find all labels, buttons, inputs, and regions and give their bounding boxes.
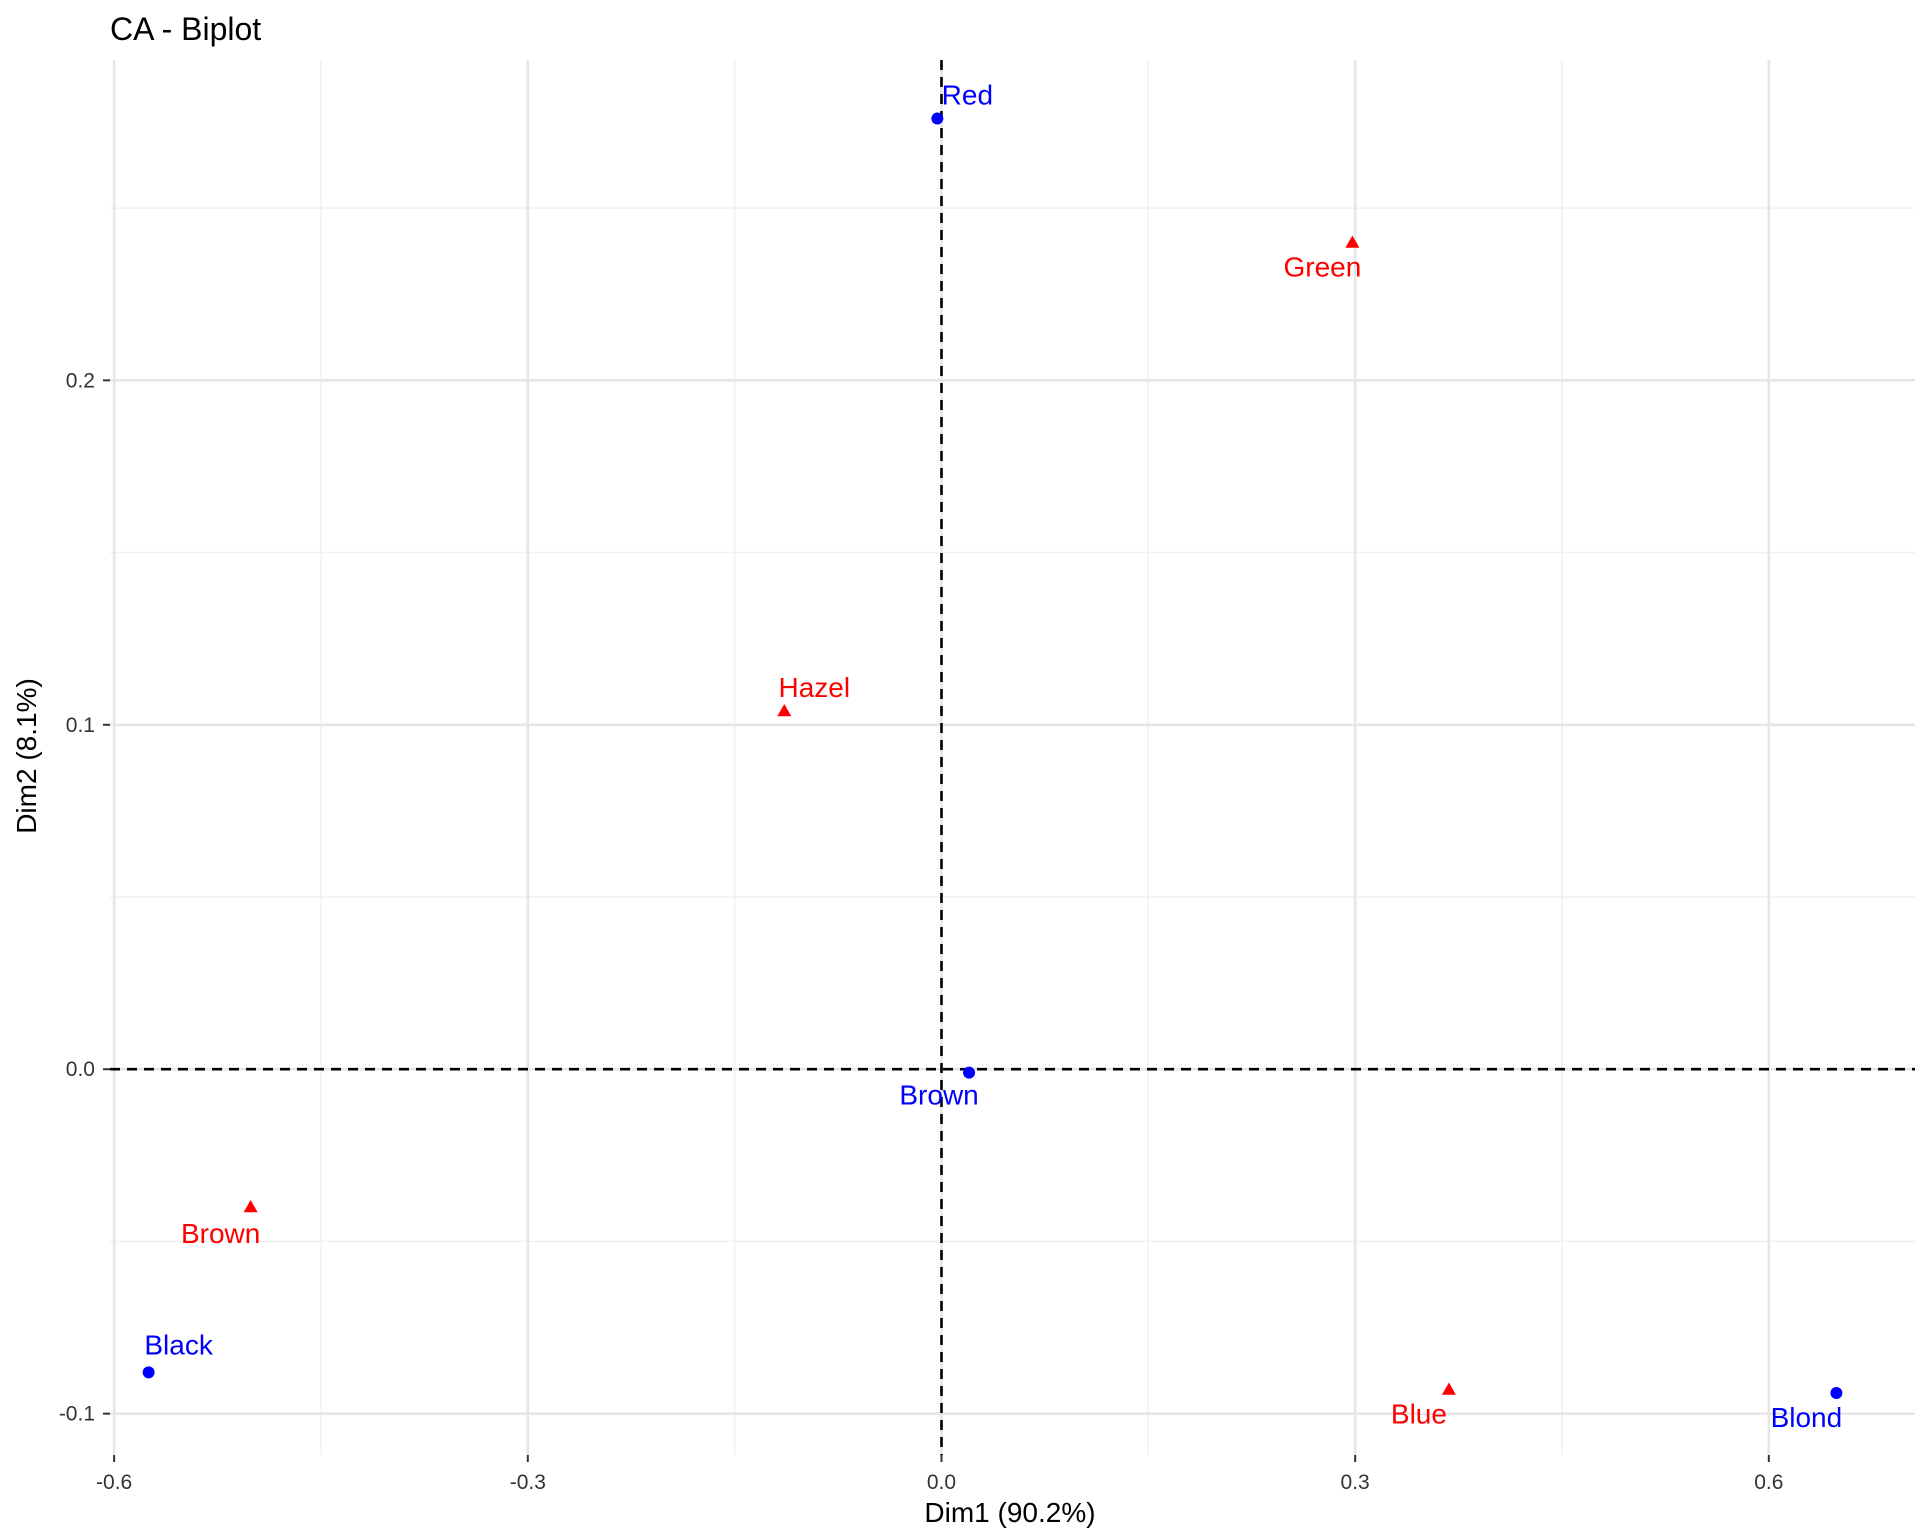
points <box>142 112 1843 1399</box>
x-tick-label: -0.6 <box>96 1471 132 1494</box>
rows-label-blond: Blond <box>1771 1402 1843 1433</box>
columns-label-brown: Brown <box>181 1218 260 1249</box>
y-axis-ticks: -0.1 0.0 0.1 0.2 <box>59 369 110 1426</box>
reference-lines <box>110 60 1915 1455</box>
rows-point-red <box>931 112 944 125</box>
x-axis-ticks: -0.6 -0.3 0.0 0.3 0.6 <box>96 1455 1783 1494</box>
rows-label-brown: Brown <box>899 1080 978 1111</box>
chart-title: CA - Biplot <box>110 11 261 47</box>
y-axis-title: Dim2 (8.1%) <box>11 678 42 834</box>
columns-label-hazel: Hazel <box>778 672 850 703</box>
columns-point-brown <box>243 1200 258 1213</box>
rows-point-black <box>142 1366 155 1379</box>
x-axis-title: Dim1 (90.2%) <box>924 1497 1095 1528</box>
rows-point-brown <box>963 1066 976 1079</box>
x-tick-label: 0.6 <box>1754 1471 1783 1494</box>
columns-label-green: Green <box>1283 252 1361 283</box>
point-labels: Black Brown Red Blond Brown Blue Hazel Green <box>144 80 1842 1433</box>
y-tick-label: -0.1 <box>59 1403 95 1426</box>
x-tick-label: 0.0 <box>927 1471 956 1494</box>
x-tick-label: -0.3 <box>510 1471 546 1494</box>
columns-point-hazel <box>777 704 792 717</box>
y-tick-label: 0.1 <box>66 714 95 737</box>
rows-label-red: Red <box>942 80 993 111</box>
grid <box>110 60 1915 1455</box>
rows-point-blond <box>1830 1387 1843 1399</box>
x-tick-label: 0.3 <box>1341 1471 1370 1494</box>
columns-point-green <box>1345 235 1360 248</box>
y-tick-label: 0.0 <box>66 1058 95 1081</box>
columns-point-blue <box>1441 1382 1456 1395</box>
columns-label-blue: Blue <box>1391 1399 1447 1430</box>
rows-label-black: Black <box>144 1329 213 1360</box>
y-tick-label: 0.2 <box>66 369 95 392</box>
